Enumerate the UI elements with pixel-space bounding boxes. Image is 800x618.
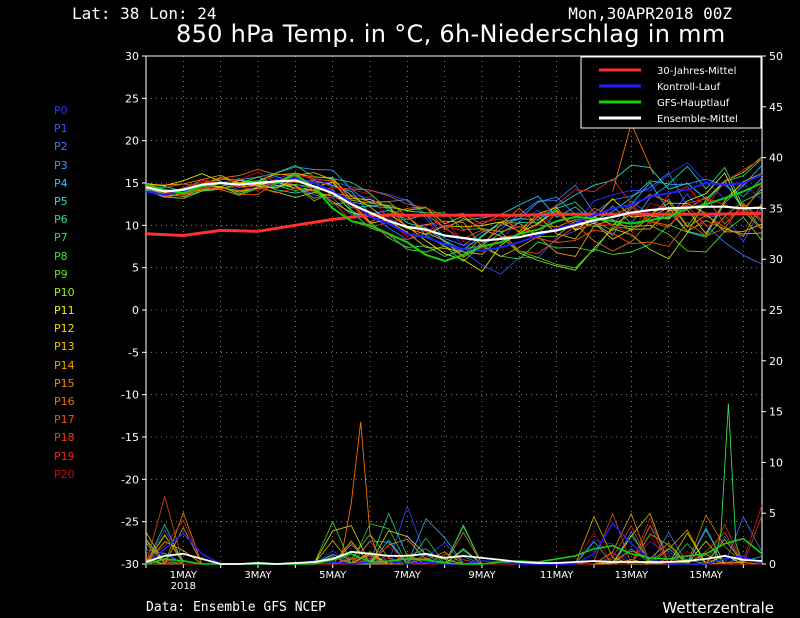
- climate-mean-line: [145, 212, 763, 238]
- x-tick-label: 15MAY: [689, 570, 723, 581]
- ensemble-member-list: P0 P1 P2 P3 P4 P5 P6 P7 P8 P9 P10 P11 P12 P13 P14 P15 P1…: [54, 102, 94, 484]
- right-tick-label: 20: [769, 355, 783, 368]
- member-temp-line: [145, 166, 763, 246]
- right-tick-label: 45: [769, 101, 783, 114]
- member-temp-line: [145, 168, 763, 252]
- chart-title: 850 hPa Temp. in °C, 6h-Niederschlag in …: [176, 20, 726, 48]
- member-label-p7: P7: [54, 231, 68, 245]
- member-label-p5: P5: [54, 194, 68, 208]
- member-label-p2: P2: [54, 140, 68, 154]
- member-label-p6: P6: [54, 213, 68, 227]
- member-temp-line: [145, 183, 763, 254]
- member-label-p8: P8: [54, 249, 68, 263]
- member-label-p17: P17: [54, 413, 75, 427]
- x-tick-label: 13MAY: [615, 570, 649, 581]
- right-tick-label: 0: [769, 558, 776, 571]
- member-label-p4: P4: [54, 176, 68, 190]
- right-tick-label: 40: [769, 152, 783, 165]
- member-label-p15: P15: [54, 376, 75, 390]
- x-tick-label: 7MAY: [394, 570, 422, 581]
- left-tick-label: -15: [121, 431, 139, 444]
- member-label-p0: P0: [54, 104, 68, 117]
- member-label-p12: P12: [54, 322, 75, 336]
- ensemble-mean-precip-line: [145, 550, 763, 565]
- member-label-p10: P10: [54, 285, 75, 299]
- x-tick-label: 11MAY: [540, 570, 574, 581]
- right-tick-label: 30: [769, 253, 783, 266]
- member-label-p18: P18: [54, 431, 75, 445]
- member-label-p9: P9: [54, 267, 68, 281]
- member-label-p16: P16: [54, 395, 75, 408]
- x-tick-label: 1MAY: [170, 570, 198, 581]
- member-label-p20: P20: [54, 467, 75, 481]
- legend-label: Ensemble-Mittel: [657, 114, 738, 125]
- member-label-p1: P1: [54, 122, 68, 136]
- data-source-label: Data: Ensemble GFS NCEP: [146, 600, 327, 615]
- left-tick-label: 15: [125, 177, 139, 190]
- run-date-label: Mon,30APR2018 00Z: [568, 4, 732, 23]
- legend-label: Kontroll-Lauf: [657, 82, 721, 93]
- member-label-p19: P19: [54, 449, 75, 463]
- location-label: Lat: 38 Lon: 24: [72, 4, 217, 23]
- legend-label: GFS-Hauptlauf: [657, 98, 730, 109]
- legend-label: 30-Jahres-Mittel: [657, 66, 736, 77]
- member-label-p14: P14: [54, 358, 75, 372]
- x-tick-sublabel: 2018: [171, 581, 196, 592]
- left-tick-label: 30: [125, 50, 139, 63]
- left-tick-label: 0: [132, 304, 139, 317]
- member-temp-line: [145, 183, 763, 269]
- left-tick-label: 5: [132, 262, 139, 275]
- x-tick-label: 5MAY: [319, 570, 347, 581]
- right-tick-label: 35: [769, 202, 783, 215]
- member-temp-line: [145, 165, 763, 257]
- left-tick-label: -10: [121, 389, 139, 402]
- left-tick-label: -5: [128, 346, 139, 359]
- right-tick-label: 15: [769, 406, 783, 419]
- left-tick-label: -20: [121, 473, 139, 486]
- member-temp-line: [145, 171, 763, 250]
- x-tick-label: 3MAY: [244, 570, 272, 581]
- right-tick-label: 5: [769, 507, 776, 520]
- plot-frame: [145, 55, 763, 565]
- left-tick-label: 25: [125, 92, 139, 105]
- left-tick-label: 20: [125, 135, 139, 148]
- member-temp-line: [145, 172, 763, 265]
- precip-spike-green: [713, 403, 744, 565]
- member-label-p3: P3: [54, 158, 68, 172]
- member-temp-line: [145, 180, 763, 258]
- temp-spike-orange: [612, 122, 655, 192]
- left-tick-label: -30: [121, 558, 139, 571]
- right-tick-label: 25: [769, 304, 783, 317]
- right-tick-label: 50: [769, 50, 783, 63]
- brand-label: Wetterzentrale: [662, 599, 774, 617]
- member-temp-line: [145, 176, 763, 257]
- ensemble-mean-temp-line: [145, 179, 763, 242]
- left-tick-label: 10: [125, 219, 139, 232]
- precip-spike-orange: [339, 421, 382, 565]
- x-tick-label: 9MAY: [468, 570, 496, 581]
- member-label-p13: P13: [54, 340, 75, 354]
- member-label-p11: P11: [54, 304, 75, 318]
- member-temp-line: [145, 158, 763, 241]
- left-tick-label: -25: [121, 516, 139, 529]
- right-tick-label: 10: [769, 456, 783, 469]
